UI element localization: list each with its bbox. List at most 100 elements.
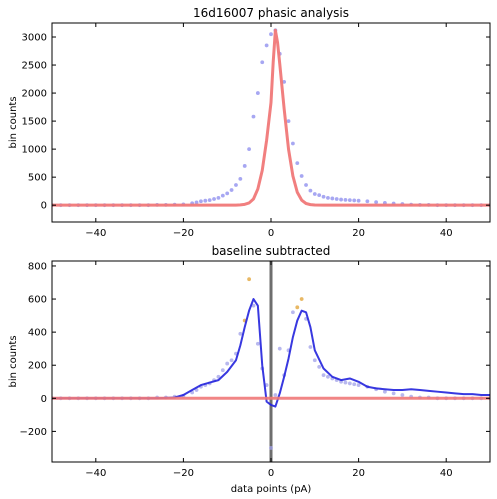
data-point xyxy=(207,198,212,203)
data-point xyxy=(220,193,225,198)
data-point xyxy=(299,297,304,301)
data-point xyxy=(326,196,330,200)
data-point xyxy=(282,79,287,84)
data-point xyxy=(234,183,238,187)
data-point xyxy=(347,198,352,203)
data-point xyxy=(247,277,252,282)
data-point xyxy=(255,91,260,95)
data-point xyxy=(291,141,295,146)
data-point xyxy=(312,192,317,196)
x-tick-label: 40 xyxy=(440,468,453,479)
smoothed-line xyxy=(52,298,490,408)
data-point xyxy=(299,174,304,178)
data-point xyxy=(330,196,335,201)
data-point xyxy=(229,358,234,363)
data-point xyxy=(269,446,273,450)
x-tick-label: 0 xyxy=(268,468,274,479)
data-point xyxy=(277,346,282,351)
y-tick-label: −200 xyxy=(20,427,47,438)
x-tick-label: 20 xyxy=(352,468,365,479)
data-point xyxy=(229,188,234,192)
data-point xyxy=(356,383,361,387)
chart-title: 16d16007 phasic analysis xyxy=(193,6,349,20)
data-point xyxy=(216,196,221,200)
chart-title: baseline subtracted xyxy=(212,244,331,258)
plot-area xyxy=(52,261,490,462)
data-point xyxy=(251,303,256,308)
data-point xyxy=(255,341,260,346)
y-tick-label: 200 xyxy=(28,361,47,372)
x-tick-label: −20 xyxy=(173,228,194,239)
data-point xyxy=(291,310,295,315)
y-axis-label: bin counts xyxy=(8,96,19,148)
data-point xyxy=(304,183,308,187)
data-point xyxy=(347,381,352,386)
data-point xyxy=(321,373,326,378)
data-point xyxy=(238,331,243,336)
data-point xyxy=(356,198,361,203)
y-tick-label: 800 xyxy=(28,261,47,272)
data-point xyxy=(260,60,265,65)
data-point xyxy=(365,199,370,204)
data-point xyxy=(264,43,269,48)
data-point xyxy=(317,193,322,197)
data-point xyxy=(216,374,221,379)
x-axis-label: data points (pA) xyxy=(231,484,312,495)
data-point xyxy=(225,361,230,366)
data-point xyxy=(199,199,203,204)
data-point xyxy=(242,164,247,168)
chart-panel-1: −40 −20 0 20 40 0 500 1000 1500 2000 2500 3000 16d16… xyxy=(8,6,491,239)
data-point xyxy=(269,32,273,37)
data-point xyxy=(220,368,225,373)
data-point xyxy=(352,198,357,203)
x-tick-label: 0 xyxy=(268,228,274,239)
data-point xyxy=(334,197,339,201)
data-point xyxy=(225,191,230,196)
y-tick-label: 600 xyxy=(28,295,47,306)
data-point xyxy=(317,364,322,369)
fit-line xyxy=(52,28,490,207)
data-point xyxy=(247,147,252,152)
data-point xyxy=(238,176,243,181)
plot-area xyxy=(52,28,490,208)
x-tick-label: −40 xyxy=(85,468,106,479)
data-point xyxy=(391,391,396,396)
y-tick-label: 500 xyxy=(28,173,47,184)
data-point xyxy=(286,119,291,123)
data-point xyxy=(203,198,208,203)
x-tick-label: 20 xyxy=(352,228,365,239)
data-point xyxy=(343,197,348,202)
data-point xyxy=(382,389,387,394)
y-tick-label: 1500 xyxy=(22,117,47,128)
data-point xyxy=(194,200,199,205)
data-point xyxy=(326,374,330,379)
data-point xyxy=(273,393,278,397)
data-point xyxy=(400,393,405,397)
x-tick-label: −40 xyxy=(85,228,106,239)
y-tick-label: 0 xyxy=(41,201,47,212)
data-point xyxy=(308,188,313,193)
data-point xyxy=(343,380,348,385)
y-tick-label: 3000 xyxy=(22,33,47,44)
data-point xyxy=(212,197,216,201)
x-tick-label: 40 xyxy=(440,228,453,239)
axes-frame xyxy=(51,22,491,223)
data-point xyxy=(312,358,317,363)
x-tick-label: −20 xyxy=(173,468,194,479)
y-tick-label: 2000 xyxy=(22,89,47,100)
data-point xyxy=(321,194,326,199)
y-tick-label: 2500 xyxy=(22,61,47,72)
data-point xyxy=(352,382,357,387)
y-tick-label: 1000 xyxy=(22,145,47,156)
y-tick-label: 0 xyxy=(41,394,47,405)
data-point xyxy=(339,197,343,202)
data-point xyxy=(308,345,313,349)
data-point xyxy=(295,161,300,166)
data-point xyxy=(295,305,300,310)
y-axis-label: bin counts xyxy=(8,335,19,387)
y-tick-label: 400 xyxy=(28,328,47,339)
data-point xyxy=(374,200,379,205)
data-point xyxy=(251,114,256,119)
